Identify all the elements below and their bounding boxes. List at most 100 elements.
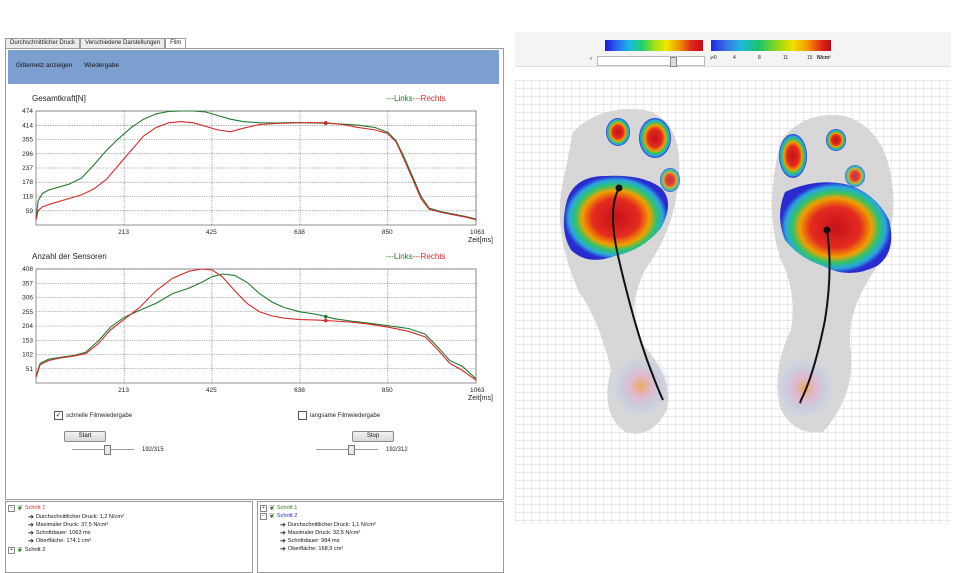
right-forefoot-pressure [780, 182, 892, 273]
step-duration-value: Schrittdauer: 984 ms [287, 538, 340, 544]
step1-label: Schritt 1 [276, 505, 298, 511]
plot-area [35, 268, 477, 384]
x-tick-label: 1063 [470, 387, 485, 394]
playhead-marker [323, 318, 328, 323]
y-tick-label: 355 [22, 137, 33, 144]
fast-playback-checkbox[interactable]: ✓ schnelle Filmwiedergabe [54, 411, 132, 420]
tree-node-step2[interactable]: + ❦ Schritt 2 [8, 546, 45, 554]
scale-tick: 4 [733, 55, 736, 61]
fast-playback-check[interactable]: ✓ [54, 411, 63, 420]
x-tick-label: 638 [294, 387, 305, 394]
arrow-right-icon: ➔ [28, 514, 34, 521]
playback-button[interactable]: Wiedergabe [84, 62, 120, 69]
scale-tick: 15 [807, 55, 813, 61]
arrow-right-icon: ➔ [28, 522, 34, 529]
playhead-marker [323, 314, 328, 319]
x-axis-label: Zeit[ms] [468, 237, 493, 244]
left-film-slider[interactable] [72, 445, 134, 455]
collapse-icon[interactable]: − [8, 504, 15, 512]
arrow-right-icon: ➔ [280, 538, 286, 545]
series-line-links [35, 273, 477, 380]
tree-item: ➔ Durchschnittlicher Druck: 1,1 N/cm² [280, 521, 376, 529]
step2-label: Schritt 2 [24, 547, 46, 553]
y-tick-label: 237 [22, 165, 33, 172]
arrow-right-icon: ➔ [28, 530, 34, 537]
step-tree-left: − ❦ Schritt 1 ➔ Durchschnittlicher Druck:… [5, 501, 253, 573]
footprint-icon: ❦ [269, 513, 275, 520]
step1-label: Schritt 1 [24, 505, 46, 511]
footprint-icon: ❦ [269, 505, 275, 512]
left-slider-track [72, 449, 134, 450]
start-button[interactable]: Start [64, 431, 106, 442]
pressure-map-pane: ‹ › >0 4 8 11 15 N/cm² [515, 32, 951, 524]
y-tick-label: 357 [22, 280, 33, 287]
expand-icon[interactable]: + [8, 546, 15, 554]
x-tick-label: 213 [118, 387, 129, 394]
tree-item: ➔ Schrittdauer: 984 ms [280, 537, 340, 545]
sensor-count-chart: Anzahl der Sensoren ---Links---Rechts 213 4… [22, 252, 493, 402]
arrow-right-icon: ➔ [280, 522, 286, 529]
tree-item: ➔ Oberfläche: 174,1 cm² [28, 537, 91, 545]
left-slider-thumb[interactable] [104, 445, 111, 455]
left-toe-pressure [639, 118, 671, 158]
series-line-rechts [35, 268, 477, 381]
left-big-toe-pressure [606, 118, 630, 146]
series-line-rechts [35, 121, 477, 221]
chart-legend: ---Links---Rechts [386, 94, 446, 103]
surface-value: Oberfläche: 168,9 cm² [287, 546, 344, 552]
tab-strip: Durchschnittlicher Druck Verschiedene Da… [5, 38, 187, 48]
plot-area [35, 110, 477, 226]
y-tick-label: 118 [23, 194, 34, 201]
x-tick-label: 425 [206, 387, 217, 394]
x-tick-label: 213 [118, 229, 129, 236]
tree-node-step1[interactable]: + ❦ Schritt 1 [260, 504, 297, 512]
pressure-map [515, 80, 951, 524]
tree-item: ➔ Maximaler Druck: 37,5 N/cm² [28, 521, 108, 529]
expand-icon[interactable]: + [260, 504, 267, 512]
right-slider-thumb[interactable] [348, 445, 355, 455]
y-tick-label: 51 [26, 366, 34, 373]
y-tick-label: 102 [22, 352, 33, 359]
arrow-right-icon: ➔ [28, 538, 34, 545]
right-toe-pressure [826, 129, 846, 151]
collapse-icon[interactable]: − [260, 512, 267, 520]
x-tick-label: 850 [382, 229, 393, 236]
slow-playback-label: langsame Filmwiedergabe [310, 412, 381, 419]
fast-playback-label: schnelle Filmwiedergabe [66, 412, 133, 419]
tree-node-step1[interactable]: − ❦ Schritt 1 [8, 504, 45, 512]
scroll-left-icon[interactable]: ‹ [590, 56, 592, 62]
tab-film[interactable]: Film [165, 38, 187, 48]
timeline-thumb[interactable] [670, 57, 677, 67]
chart-title: Anzahl der Sensoren [32, 252, 107, 261]
stop-button[interactable]: Stop [352, 431, 394, 442]
right-film-slider[interactable] [316, 445, 378, 455]
scroll-right-icon[interactable]: › [710, 56, 712, 62]
show-grid-button[interactable]: Gitternetz anzeigen [16, 62, 73, 69]
y-tick-label: 204 [22, 323, 33, 330]
right-foot-print [772, 115, 894, 433]
right-heel-pressure [775, 356, 835, 420]
slow-playback-checkbox[interactable]: langsame Filmwiedergabe [298, 411, 380, 420]
tab-average-pressure[interactable]: Durchschnittlicher Druck [5, 38, 81, 48]
y-tick-label: 408 [22, 266, 33, 273]
pressure-color-scale [711, 40, 831, 51]
right-small-toe-pressure [845, 165, 865, 187]
left-frame-counter: 192/315 [142, 447, 164, 453]
x-axis-label: Zeit[ms] [468, 395, 493, 402]
y-tick-label: 414 [22, 122, 33, 129]
y-tick-label: 59 [26, 208, 34, 215]
scale-tick: 11 [783, 55, 789, 61]
surface-value: Oberfläche: 174,1 cm² [35, 538, 92, 544]
chart-legend: ---Links---Rechts [386, 252, 446, 261]
footprint-icon: ❦ [17, 547, 23, 554]
legend-entry-links: ---Links [386, 252, 413, 261]
slow-playback-check[interactable] [298, 411, 307, 420]
x-tick-label: 850 [382, 387, 393, 394]
tab-different-views[interactable]: Verschiedene Darstellungen [80, 38, 166, 48]
tree-node-step2[interactable]: − ❦ Schritt 2 [260, 512, 297, 520]
total-force-chart: Gesamtkraft[N] ---Links---Rechts 213 425 638… [22, 94, 493, 244]
legend-entry-rechts: ---Rechts [413, 252, 446, 261]
timeline-slider[interactable]: ‹ › [590, 56, 712, 67]
left-heel-pressure [611, 354, 671, 418]
right-big-toe-pressure [779, 134, 807, 178]
